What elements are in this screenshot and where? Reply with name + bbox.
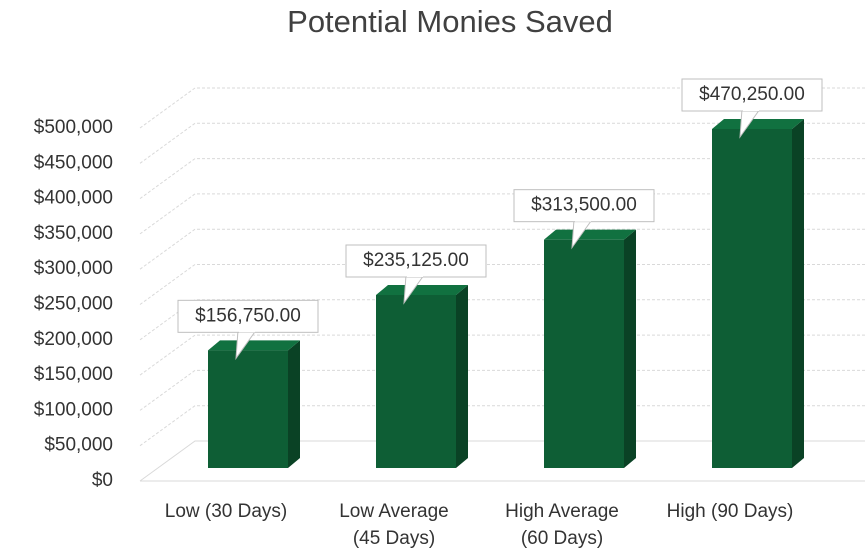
bar-side (792, 119, 804, 468)
bar (376, 285, 468, 468)
data-label: $156,750.00 (195, 305, 301, 326)
x-tick-label: High (90 Days) (667, 501, 794, 522)
bar-front (712, 129, 792, 469)
data-label-box (177, 299, 319, 333)
chart-title: Potential Monies Saved (287, 4, 613, 39)
grid-line (139, 369, 865, 411)
y-tick-label: $250,000 (34, 294, 113, 315)
data-label-box (513, 189, 655, 223)
y-tick-label: $300,000 (34, 258, 113, 279)
y-tick-label: $200,000 (34, 329, 113, 350)
grid-line (139, 158, 865, 200)
y-tick-label: $100,000 (34, 399, 113, 420)
y-tick-label: $350,000 (34, 223, 113, 244)
data-label-box (681, 78, 823, 112)
data-label-cover (239, 329, 255, 333)
data-label-cover (575, 218, 591, 222)
y-tick-label: $50,000 (44, 435, 113, 456)
grid-line (139, 264, 865, 305)
bar-front (544, 239, 624, 468)
bar-top (208, 340, 300, 351)
grid-line (139, 299, 865, 341)
y-tick-label: $0 (92, 470, 113, 491)
x-tick-label: Low (30 Days) (165, 501, 288, 522)
x-tick-label: Low Average (339, 501, 449, 522)
grid-line (139, 193, 865, 235)
data-label: $235,125.00 (363, 250, 469, 271)
data-label-box (345, 244, 487, 278)
bar-front (208, 350, 288, 468)
grid-line (139, 122, 865, 164)
bar-top (712, 119, 804, 130)
data-label-cover (743, 108, 759, 112)
bar (712, 119, 804, 469)
grid-line (139, 87, 865, 129)
bar-side (456, 285, 468, 468)
data-label: $470,250.00 (699, 84, 805, 105)
y-tick-label: $500,000 (34, 117, 113, 138)
y-tick-label: $150,000 (34, 364, 113, 385)
grid-line (139, 334, 865, 376)
grid-line (139, 440, 865, 482)
x-tick-label: High Average (505, 501, 619, 522)
bar-side (288, 340, 300, 468)
bar (208, 340, 300, 468)
grid-line (139, 405, 865, 447)
grid-line (139, 228, 865, 270)
data-label: $313,500.00 (531, 195, 637, 216)
bar-top (376, 285, 468, 296)
y-tick-label: $450,000 (34, 152, 113, 173)
data-label-cover (407, 274, 423, 278)
y-tick-label: $400,000 (34, 188, 113, 209)
bar (544, 229, 636, 468)
bar-front (376, 295, 456, 468)
bar-side (624, 229, 636, 468)
bar-top (544, 229, 636, 240)
x-tick-label: (60 Days) (521, 528, 603, 549)
x-tick-label: (45 Days) (353, 528, 435, 549)
